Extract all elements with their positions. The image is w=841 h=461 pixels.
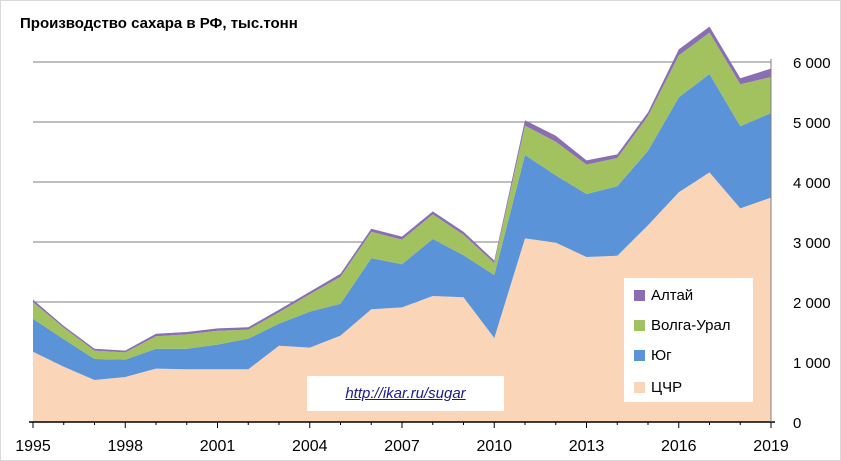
x-tick-label-1995: 1995 xyxy=(15,438,51,455)
x-tick-label-2016: 2016 xyxy=(661,438,697,455)
y-tick-label-4000: 4 000 xyxy=(793,175,831,192)
y-tick-label-1000: 1 000 xyxy=(793,355,831,372)
source-box: http://ikar.ru/sugar xyxy=(307,376,504,411)
x-tick-label-2019: 2019 xyxy=(753,438,789,455)
x-tick-label-2010: 2010 xyxy=(476,438,512,455)
chart-title: Производство сахара в РФ, тыс.тонн xyxy=(20,15,298,32)
legend-swatch-tschr xyxy=(634,381,645,393)
y-tick-label-5000: 5 000 xyxy=(793,115,831,132)
legend-swatch-volga-ural xyxy=(634,319,645,331)
y-tick-label-6000: 6 000 xyxy=(793,55,831,72)
area-volga-ural xyxy=(33,32,771,360)
x-tick-label-2013: 2013 xyxy=(569,438,605,455)
area-yug xyxy=(33,74,771,380)
legend-item-tschr: ЦЧР xyxy=(634,377,682,397)
legend-item-yug: Юг xyxy=(634,345,672,365)
legend-item-volga-ural: Волга-Урал xyxy=(634,315,731,335)
legend-label-tschr: ЦЧР xyxy=(651,378,683,396)
legend: Алтай Волга-Урал Юг ЦЧР xyxy=(624,278,753,402)
y-tick-label-0: 0 xyxy=(793,415,801,432)
source-link[interactable]: http://ikar.ru/sugar xyxy=(345,385,466,402)
legend-label-altai: Алтай xyxy=(651,286,694,304)
legend-swatch-yug xyxy=(634,349,645,361)
legend-item-altai: Алтай xyxy=(634,285,693,305)
legend-label-volga-ural: Волга-Урал xyxy=(651,316,731,334)
legend-label-yug: Юг xyxy=(651,346,672,364)
x-tick-label-2004: 2004 xyxy=(292,438,328,455)
y-tick-label-3000: 3 000 xyxy=(793,235,831,252)
x-tick-label-2007: 2007 xyxy=(384,438,420,455)
area-tschr xyxy=(33,172,771,422)
x-tick-label-1998: 1998 xyxy=(107,438,143,455)
y-tick-label-2000: 2 000 xyxy=(793,295,831,312)
x-tick-label-2001: 2001 xyxy=(200,438,236,455)
legend-swatch-altai xyxy=(634,289,645,301)
